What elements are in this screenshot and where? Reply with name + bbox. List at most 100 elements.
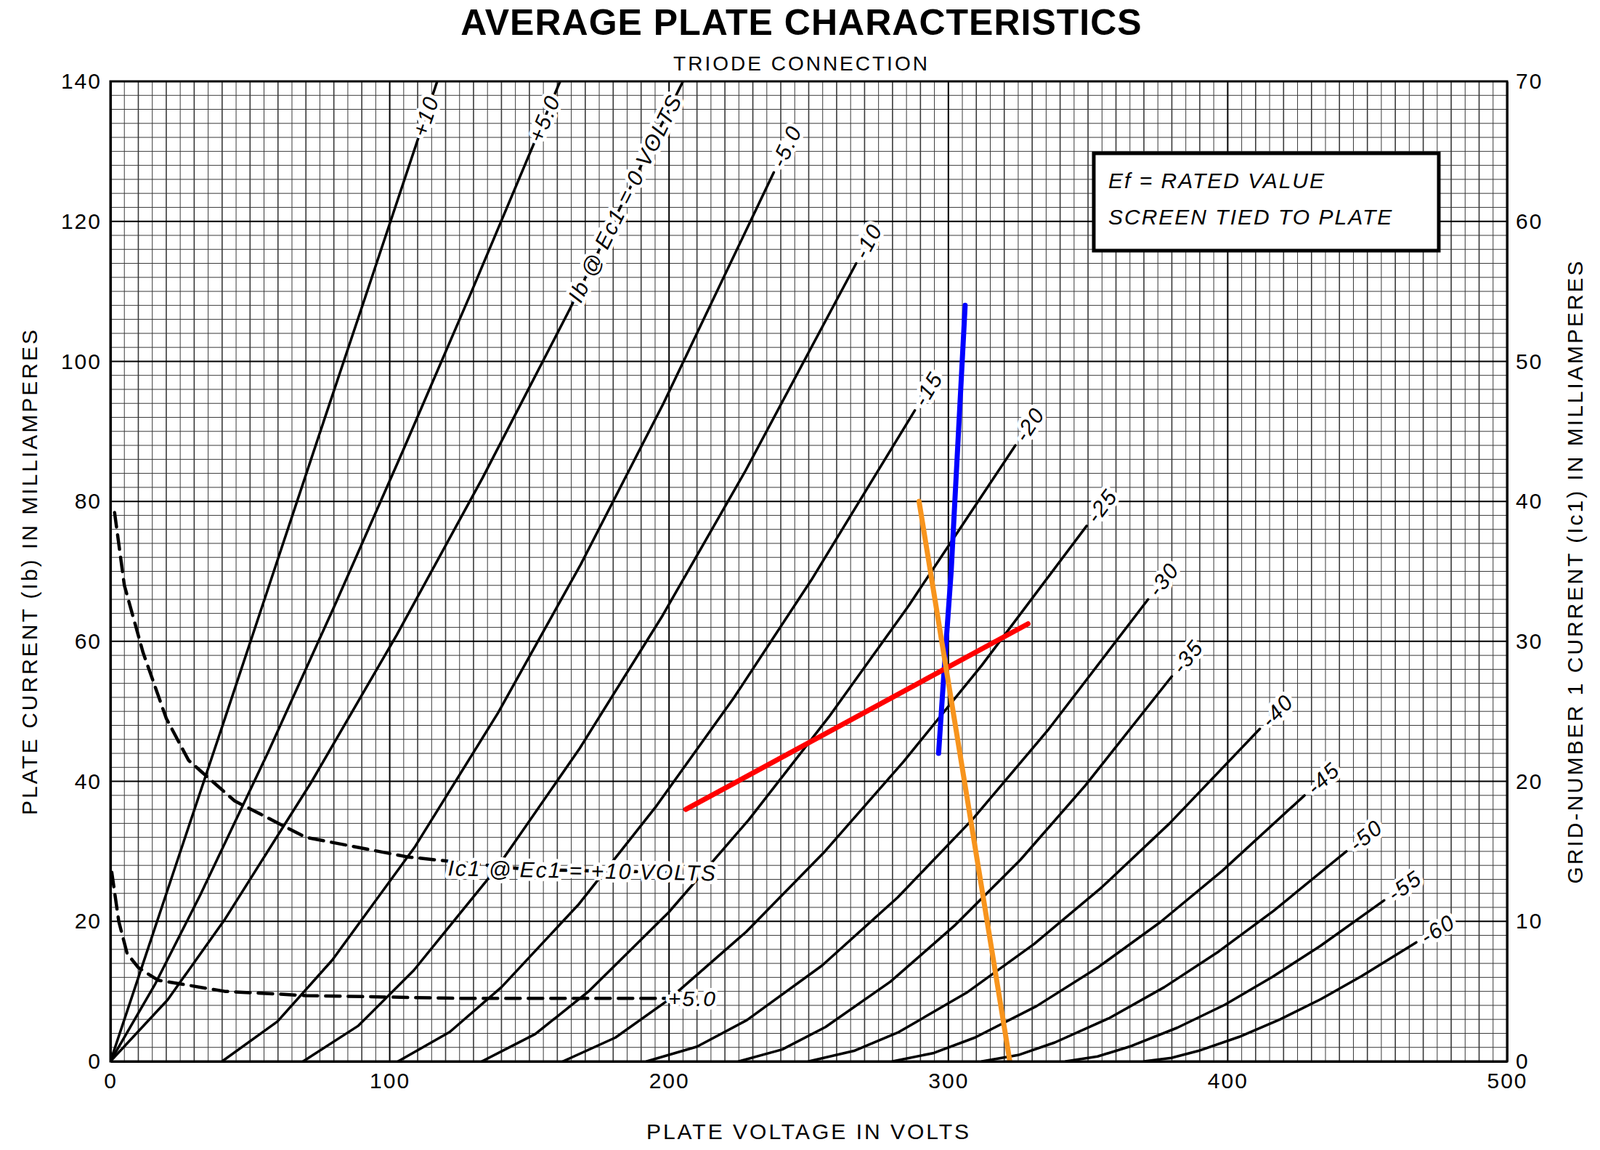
minor-grid-line bbox=[110, 305, 1508, 306]
y-tick: 20 bbox=[74, 908, 111, 933]
minor-grid-line bbox=[110, 892, 1508, 894]
minor-grid-line bbox=[110, 753, 1508, 754]
x-tick: 0 bbox=[103, 1061, 118, 1093]
load-line bbox=[918, 501, 1010, 1062]
y2-tick: 20 bbox=[1507, 769, 1543, 794]
curve-label: -10 bbox=[849, 219, 887, 263]
minor-grid-line bbox=[110, 570, 1508, 572]
minor-grid-line bbox=[110, 738, 1508, 740]
x-tick-label: 400 bbox=[1207, 1068, 1249, 1093]
minor-grid-line bbox=[110, 459, 1508, 460]
minor-grid-line bbox=[110, 514, 1508, 516]
minor-grid-line bbox=[110, 976, 1508, 978]
minor-grid-line bbox=[110, 1032, 1508, 1034]
annotation-text: Ef = RATED VALUE bbox=[1108, 168, 1326, 193]
curve-labels: +10+5.0Ib @ Ec1 = 0 VOLTS-5.0-10-15-20-2… bbox=[407, 90, 1460, 1010]
y-axis: 0 20 40 60 80 100 120 140 bbox=[61, 68, 112, 1073]
minor-grid-line bbox=[110, 990, 1508, 992]
curve-label: -55 bbox=[1382, 865, 1426, 906]
curve-label: -20 bbox=[1009, 403, 1050, 446]
y-grid-line bbox=[110, 920, 1508, 922]
minor-grid-line bbox=[110, 291, 1508, 292]
y-axis-title: PLATE CURRENT (Ib) IN MILLIAMPERES bbox=[17, 327, 42, 815]
y-tick-label: 140 bbox=[61, 68, 102, 93]
curve-label: -50 bbox=[1344, 814, 1388, 857]
subtitle: TRIODE CONNECTION bbox=[673, 52, 930, 75]
y-tick-label: 40 bbox=[74, 769, 102, 794]
minor-grid-line bbox=[110, 724, 1508, 726]
curve-label: -60 bbox=[1416, 909, 1460, 949]
curve-label: -35 bbox=[1167, 634, 1209, 678]
curve-label: -5.0 bbox=[766, 121, 807, 171]
minor-grid-line bbox=[110, 696, 1508, 698]
plate-curve bbox=[110, 81, 560, 1062]
x-tick: 100 bbox=[369, 1061, 411, 1093]
minor-grid-line bbox=[110, 332, 1508, 334]
annotation-box: Ef = RATED VALUESCREEN TIED TO PLATE bbox=[1093, 153, 1439, 251]
y2-tick: 50 bbox=[1507, 349, 1543, 374]
y-tick: 120 bbox=[61, 209, 111, 234]
minor-grid-line bbox=[110, 122, 1508, 124]
curve-label: -30 bbox=[1143, 557, 1184, 601]
curve-label: +5.0 bbox=[523, 91, 566, 146]
minor-grid-line bbox=[110, 668, 1508, 670]
minor-grid-line bbox=[110, 907, 1508, 908]
minor-grid-line bbox=[110, 655, 1508, 656]
load-line bbox=[685, 623, 1028, 810]
curve-label: -15 bbox=[908, 367, 948, 411]
y-tick-label: 100 bbox=[61, 349, 102, 374]
minor-grid-line bbox=[110, 865, 1508, 866]
y-tick: 60 bbox=[74, 628, 111, 653]
y2-tick: 30 bbox=[1507, 628, 1543, 653]
minor-grid-line bbox=[110, 445, 1508, 446]
y-tick-label: 20 bbox=[74, 908, 102, 933]
minor-grid-line bbox=[110, 403, 1508, 404]
minor-grid-line bbox=[110, 137, 1508, 138]
grid-current-curve bbox=[114, 512, 674, 873]
minor-grid-line bbox=[110, 682, 1508, 684]
x-tick-label: 300 bbox=[928, 1068, 969, 1093]
y-tick: 40 bbox=[74, 769, 111, 794]
minor-grid-line bbox=[110, 836, 1508, 838]
y2-tick: 70 bbox=[1507, 68, 1543, 93]
y2-tick: 60 bbox=[1507, 209, 1543, 234]
minor-grid-line bbox=[110, 1004, 1508, 1006]
y-tick: 0 bbox=[87, 1048, 111, 1073]
minor-grid-line bbox=[110, 416, 1508, 418]
y2-tick-label: 50 bbox=[1515, 349, 1543, 374]
minor-grid-line bbox=[110, 108, 1508, 110]
x-axis: 0100200300400500 bbox=[103, 1061, 1528, 1093]
y2-tick: 40 bbox=[1507, 488, 1543, 513]
minor-grid-line bbox=[110, 318, 1508, 320]
annotation-frame bbox=[1093, 153, 1439, 251]
plate-curve bbox=[110, 81, 438, 1062]
x-tick-label: 100 bbox=[369, 1068, 411, 1093]
x-tick: 400 bbox=[1207, 1061, 1249, 1093]
minor-grid-line bbox=[110, 612, 1508, 614]
minor-grid-line bbox=[110, 262, 1508, 264]
minor-grid-line bbox=[110, 347, 1508, 348]
y2-axis-title: GRID-NUMBER 1 CURRENT (Ic1) IN MILLIAMPE… bbox=[1562, 258, 1587, 884]
minor-grid-line bbox=[110, 626, 1508, 628]
minor-grid-line bbox=[110, 472, 1508, 474]
y-grid-line bbox=[110, 360, 1508, 362]
minor-grid-line bbox=[110, 388, 1508, 390]
minor-grid-line bbox=[110, 528, 1508, 530]
plate-curve bbox=[981, 851, 1347, 1062]
chart-svg: +10+5.0Ib @ Ec1 = 0 VOLTS-5.0-10-15-20-2… bbox=[0, 0, 1600, 1150]
minor-grid-line bbox=[110, 374, 1508, 376]
x-tick: 300 bbox=[928, 1061, 969, 1093]
y2-axis: 010203040506070 bbox=[1507, 68, 1543, 1073]
x-tick-label: 0 bbox=[103, 1068, 118, 1093]
plate-curve bbox=[892, 795, 1305, 1062]
y-tick-label: 80 bbox=[74, 488, 102, 513]
plate-curve bbox=[1143, 941, 1417, 1062]
y-grid-line bbox=[110, 500, 1508, 502]
plot-frame bbox=[110, 81, 1508, 1062]
plate-curve bbox=[222, 172, 775, 1062]
minor-grid-line bbox=[110, 1046, 1508, 1048]
y2-tick-label: 70 bbox=[1515, 68, 1543, 93]
y-tick-label: 60 bbox=[74, 628, 102, 653]
minor-grid-line bbox=[110, 542, 1508, 544]
minor-grid-line bbox=[110, 850, 1508, 852]
